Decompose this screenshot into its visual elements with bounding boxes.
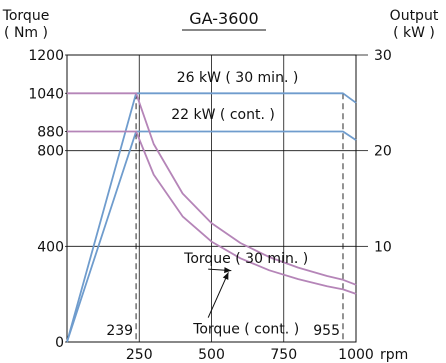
y-left-label-line1: Torque <box>2 8 50 24</box>
annotation-label-2: Torque ( 30 min. ) <box>183 251 308 267</box>
y-left-tick-1200: 1200 <box>28 48 64 64</box>
chart-title: GA-3600 <box>189 9 258 28</box>
y-left-label-line2: ( Nm ) <box>4 25 48 41</box>
series-line-1 <box>66 130 357 343</box>
marker-label-239: 239 <box>106 323 133 339</box>
annotation-arrowhead-3 <box>222 272 229 280</box>
x-tick-250: 250 <box>126 347 153 363</box>
series-line-2 <box>67 92 357 286</box>
annotation-arrow-3 <box>207 272 229 318</box>
series-line-0 <box>66 92 357 343</box>
y-left-tick-1040: 1040 <box>28 86 64 102</box>
y-right-label-line1: Output <box>390 8 439 24</box>
y-right-label-line2: ( kW ) <box>393 25 435 41</box>
x-tick-1000: 1000 <box>338 347 374 363</box>
y-right-tick-30: 30 <box>374 48 392 64</box>
x-tick-500: 500 <box>198 347 225 363</box>
annotation-label-1: 22 kW ( cont. ) <box>171 107 275 123</box>
series-line-3 <box>67 130 357 295</box>
annotations: 26 kW ( 30 min. ) 22 kW ( cont. ) Torque (… <box>171 70 308 338</box>
marker-label-955: 955 <box>313 323 340 339</box>
y-left-tick-800: 800 <box>37 144 64 160</box>
x-axis-unit: rpm <box>380 347 408 363</box>
grid <box>66 54 357 343</box>
series-layer <box>66 92 357 343</box>
y-right-tick-20: 20 <box>374 144 392 160</box>
ticks: 239 955 250 500 750 1000 rpm 0 400 800 880 1040 1200… <box>28 48 408 363</box>
y-left-tick-400: 400 <box>37 239 64 255</box>
y-left-tick-880: 880 <box>37 125 64 141</box>
annotation-label-3: Torque ( cont. ) <box>192 322 299 338</box>
y-left-tick-0: 0 <box>55 335 64 351</box>
x-tick-750: 750 <box>270 347 297 363</box>
y-right-tick-10: 10 <box>374 239 392 255</box>
annotation-arrowhead-2 <box>224 267 232 274</box>
annotation-label-0: 26 kW ( 30 min. ) <box>177 70 299 86</box>
